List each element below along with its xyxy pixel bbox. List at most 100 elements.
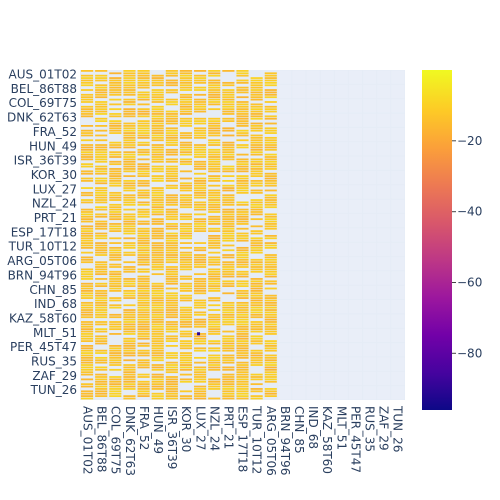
heatmap-cell — [109, 141, 122, 144]
heatmap-cell — [208, 206, 221, 209]
heatmap-cell — [250, 175, 263, 178]
heatmap-cell — [137, 194, 150, 197]
heatmap-cell-empty — [320, 357, 334, 371]
heatmap-cell — [81, 84, 94, 87]
heatmap-cell — [222, 244, 235, 247]
heatmap-cell — [137, 201, 150, 204]
heatmap-cell — [179, 105, 193, 108]
heatmap-cell — [208, 84, 221, 87]
heatmap-cell — [264, 144, 277, 146]
heatmap-cell — [137, 213, 150, 216]
heatmap-cell — [194, 392, 207, 395]
heatmap-cell — [236, 364, 249, 366]
heatmap-cell — [208, 385, 221, 388]
heatmap-cell — [151, 373, 164, 376]
heatmap-cell — [250, 113, 263, 115]
heatmap-cell — [165, 153, 178, 156]
heatmap-cell — [137, 170, 150, 173]
heatmap-cell — [165, 282, 178, 285]
heatmap-cell — [151, 168, 164, 170]
heatmap-cell — [95, 177, 108, 180]
heatmap-cell — [95, 117, 108, 120]
heatmap-cell — [109, 223, 122, 225]
heatmap-cell — [208, 180, 221, 182]
heatmap-cell — [194, 165, 207, 168]
heatmap-cell — [179, 86, 193, 89]
heatmap-cell — [95, 278, 108, 280]
heatmap-cell — [250, 373, 263, 376]
heatmap-cell — [137, 223, 150, 225]
heatmap-cell — [95, 208, 108, 211]
heatmap-cell-empty — [391, 70, 405, 84]
heatmap-cell — [165, 117, 178, 120]
heatmap-cell — [165, 184, 178, 187]
heatmap-cell — [194, 256, 207, 259]
heatmap-cell — [222, 330, 235, 333]
heatmap-cell — [194, 306, 207, 309]
heatmap-cell — [179, 74, 193, 77]
heatmap-cell — [151, 115, 164, 118]
heatmap-cell — [222, 89, 235, 91]
heatmap-cell — [151, 290, 164, 292]
heatmap-cell — [165, 256, 178, 259]
heatmap-cell — [123, 325, 136, 328]
heatmap-cell — [179, 189, 193, 192]
heatmap-cell — [81, 294, 94, 297]
heatmap-cell — [123, 139, 136, 142]
heatmap-cell — [208, 328, 221, 331]
heatmap-cell — [137, 330, 150, 333]
heatmap-cell-empty — [320, 386, 334, 400]
heatmap-cell — [236, 246, 249, 249]
heatmap-cell — [264, 390, 277, 393]
heatmap-cell — [81, 385, 94, 388]
heatmap-cell — [137, 299, 150, 302]
heatmap-cell — [109, 383, 122, 386]
heatmap-cell — [222, 101, 235, 103]
heatmap-cell — [264, 273, 277, 276]
heatmap-cell — [250, 397, 263, 400]
heatmap-cell — [137, 86, 150, 89]
heatmap-cell — [81, 321, 94, 323]
heatmap-cell — [95, 266, 108, 268]
heatmap-cell-empty — [334, 99, 348, 113]
heatmap-cell — [222, 93, 235, 96]
heatmap-cell — [250, 263, 263, 266]
heatmap-cell — [137, 306, 150, 309]
heatmap-cell-empty — [278, 84, 292, 99]
heatmap-cell — [250, 313, 263, 316]
heatmap-cell — [208, 203, 221, 206]
heatmap-cell — [194, 249, 207, 252]
heatmap-cell — [151, 356, 164, 359]
heatmap-cell — [151, 220, 164, 223]
heatmap-cell — [151, 129, 164, 132]
heatmap-cell — [151, 139, 164, 142]
heatmap-cell — [264, 91, 277, 94]
heatmap-cell — [264, 199, 277, 201]
heatmap-cell — [165, 366, 178, 369]
heatmap-cell — [151, 91, 164, 94]
heatmap-cell — [165, 313, 178, 316]
heatmap-cell — [236, 182, 249, 185]
heatmap-cell — [208, 230, 221, 233]
heatmap-cell — [250, 290, 263, 292]
x-tick-label: COL_69T75 — [109, 406, 123, 474]
heatmap-cell — [109, 242, 122, 244]
heatmap-cell — [137, 165, 150, 168]
heatmap-cell — [151, 397, 164, 400]
heatmap-cell — [264, 127, 277, 130]
heatmap-cell-empty — [292, 271, 306, 285]
heatmap-cell-empty — [320, 127, 334, 142]
heatmap-cell — [137, 349, 150, 352]
heatmap-cell — [137, 246, 150, 249]
heatmap-cell — [123, 251, 136, 254]
heatmap-cell — [236, 163, 249, 166]
heatmap-cell — [222, 249, 235, 252]
heatmap-cell — [250, 282, 263, 285]
heatmap-cell — [95, 91, 108, 94]
heatmap-cell — [222, 189, 235, 192]
heatmap-cell — [95, 359, 108, 362]
heatmap-cell — [81, 292, 94, 295]
heatmap-cell — [137, 309, 150, 311]
heatmap-cell — [179, 268, 193, 271]
heatmap-cell — [123, 182, 136, 185]
